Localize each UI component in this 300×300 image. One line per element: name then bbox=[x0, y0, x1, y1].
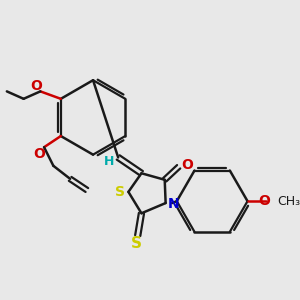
Text: H: H bbox=[104, 155, 114, 168]
Text: O: O bbox=[181, 158, 193, 172]
Text: N: N bbox=[168, 197, 180, 211]
Text: O: O bbox=[30, 79, 42, 93]
Text: S: S bbox=[131, 236, 142, 251]
Text: S: S bbox=[115, 185, 125, 199]
Text: CH₃: CH₃ bbox=[277, 195, 300, 208]
Text: O: O bbox=[258, 194, 270, 208]
Text: O: O bbox=[34, 147, 45, 161]
